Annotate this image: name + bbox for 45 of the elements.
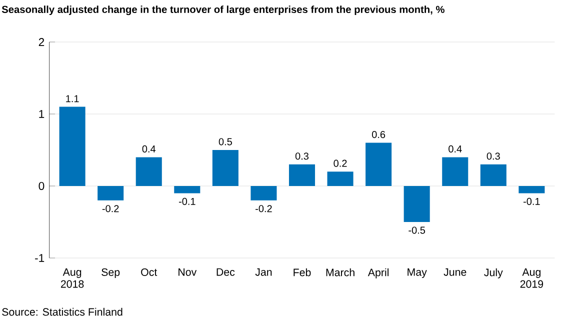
bar — [98, 186, 124, 200]
y-tick-label: -1 — [35, 254, 44, 262]
x-tick-label: Feb — [294, 268, 311, 276]
data-label: -0.5 — [408, 226, 426, 234]
x-tick-label: Dec — [216, 268, 235, 276]
bar — [59, 106, 86, 186]
data-label: 0.2 — [334, 160, 347, 167]
bar — [404, 186, 430, 222]
bar — [518, 186, 545, 194]
bar — [442, 157, 468, 186]
data-label: 0.3 — [486, 152, 500, 160]
bar — [327, 172, 354, 186]
y-tick-label: 1 — [39, 110, 44, 118]
chart-title: Seasonally adjusted change in the turnover of large enterprises from the previous month, % — [2, 6, 444, 16]
data-label: 0.4 — [142, 145, 156, 152]
data-label: 0.3 — [295, 152, 309, 160]
bar — [366, 142, 392, 186]
x-tick-label: Nov — [178, 268, 197, 276]
data-label: -0.2 — [256, 205, 272, 212]
x-tick-label: April — [368, 268, 389, 278]
x-tick-label: July — [484, 268, 503, 278]
y-tick-label: 0 — [38, 182, 44, 190]
bar — [288, 164, 316, 186]
bar — [136, 157, 162, 186]
x-tick-label: June — [444, 268, 466, 276]
data-label: 0.4 — [448, 145, 462, 152]
bar — [480, 164, 506, 186]
x-tick-label: Sep — [102, 268, 120, 278]
bar — [174, 186, 200, 194]
x-tick-label: Aug 2019 — [520, 268, 544, 288]
data-label: -0.1 — [178, 198, 196, 205]
data-label: -0.1 — [524, 198, 540, 205]
x-tick-label: Oct — [141, 268, 158, 276]
y-tick-label: 2 — [38, 38, 44, 46]
data-label: -0.2 — [102, 205, 119, 212]
bar — [250, 186, 277, 200]
bar — [212, 150, 238, 186]
data-label: 1.1 — [66, 95, 79, 102]
x-tick-label: May — [408, 268, 427, 278]
data-label: 0.6 — [372, 130, 386, 138]
data-label: 0.5 — [218, 138, 232, 146]
x-tick-label: Jan — [255, 268, 272, 276]
source-note: Source: Statistics Finland — [2, 308, 122, 316]
x-tick-label: March — [326, 268, 354, 276]
x-tick-label: Aug 2018 — [60, 268, 84, 288]
